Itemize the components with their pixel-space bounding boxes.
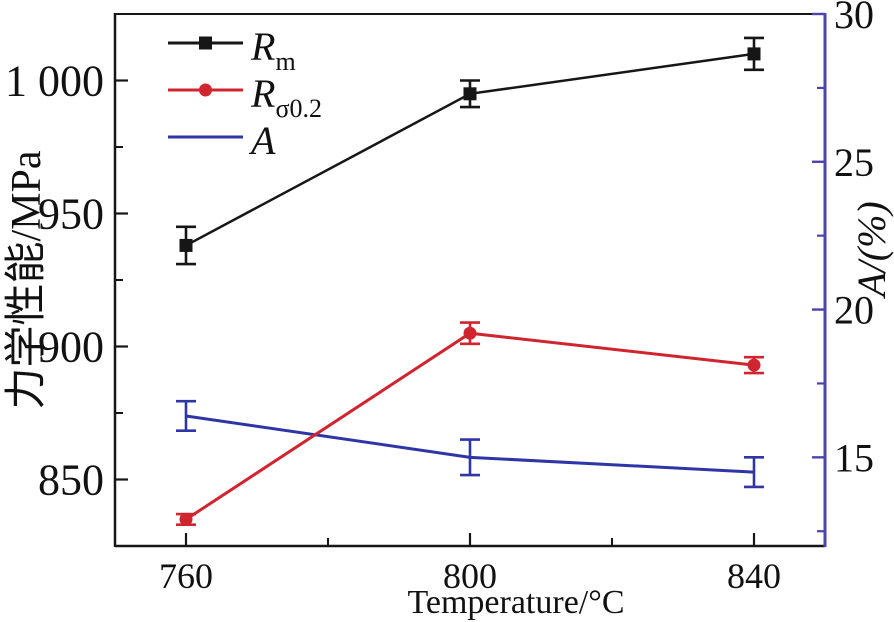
tick-label-x-800: 800 (443, 556, 497, 596)
legend-item-R02: Rσ0.2 (168, 71, 322, 123)
legend-label-base: R (250, 24, 275, 69)
legend-label-subscript: m (275, 47, 295, 76)
legend-label-A: A (248, 118, 276, 163)
marker-Rm-840 (747, 47, 761, 61)
legend-label-Rm: Rm (250, 24, 296, 76)
x-axis-label: Temperature/°C (407, 584, 625, 621)
legend-item-Rm: Rm (168, 24, 296, 76)
tick-label-x-840: 840 (727, 556, 781, 596)
tick-label-y-left-850: 850 (38, 456, 104, 505)
legend-label-subscript: σ0.2 (275, 94, 322, 123)
y-axis-label-right: A/(%) (849, 201, 894, 297)
y-axis-label-left: 力学性能/MPa (4, 150, 50, 410)
legend-marker-Rm (199, 36, 212, 50)
legend-marker-R02 (199, 83, 212, 97)
legend-label-base: R (250, 71, 275, 116)
tick-label-y-left-1000: 1 000 (5, 57, 104, 106)
error-bar-A-800 (460, 438, 480, 477)
tick-label-x-760: 760 (159, 556, 213, 596)
marker-Rm-800 (463, 87, 477, 101)
legend-label-base: A (248, 118, 276, 163)
tick-label-y-right-20: 20 (834, 288, 874, 333)
marker-R02-800 (463, 326, 477, 340)
tick-label-y-right-15: 15 (834, 435, 874, 480)
tick-label-y-left-900: 900 (38, 323, 104, 372)
error-bar-A-840 (744, 456, 764, 489)
tick-label-y-right-30: 30 (834, 0, 874, 37)
marker-R02-760 (179, 512, 193, 526)
tick-label-y-right-25: 25 (834, 140, 874, 185)
legend-label-R02: Rσ0.2 (250, 71, 322, 123)
error-bar-A-760 (176, 399, 196, 433)
marker-Rm-760 (179, 238, 193, 252)
tick-label-y-left-950: 950 (38, 190, 104, 239)
legend-item-A: A (168, 118, 276, 163)
marker-R02-840 (747, 358, 761, 372)
series-line-R02 (185, 331, 755, 521)
